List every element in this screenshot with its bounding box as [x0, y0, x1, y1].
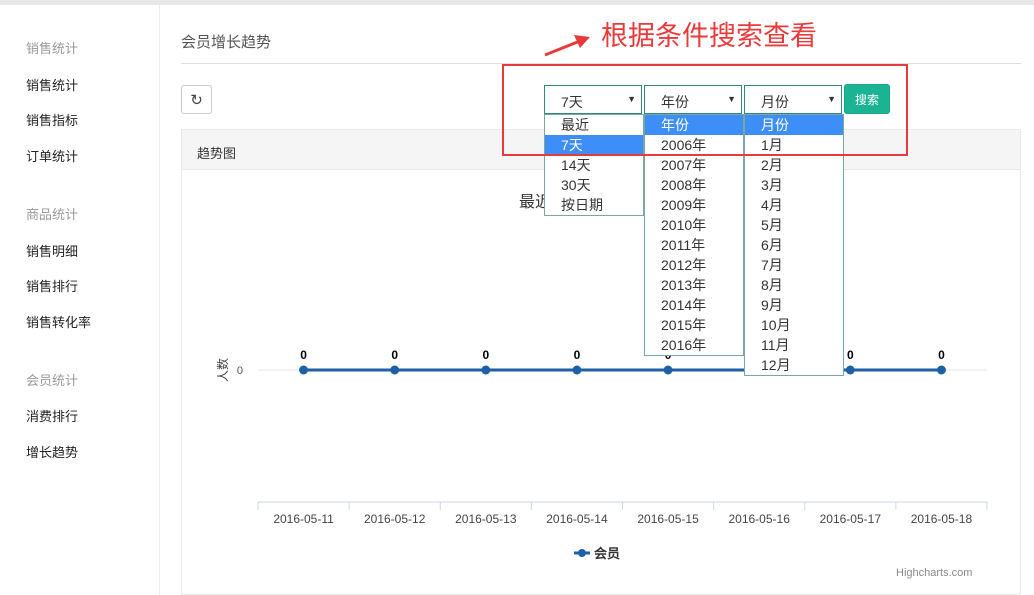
range-option[interactable]: 最近 [561, 117, 589, 133]
month-option[interactable]: 月份 [745, 115, 843, 135]
year-option[interactable]: 2012年 [661, 257, 707, 273]
month-option[interactable]: 11月 [761, 337, 790, 353]
refresh-icon: ↻ [190, 91, 203, 109]
sidebar-group-members: 会员统计 [26, 373, 79, 388]
top-border [0, 0, 1034, 5]
search-button[interactable]: 搜索 [844, 84, 890, 114]
sidebar-item-sales-targets[interactable]: 销售指标 [26, 113, 79, 128]
data-point[interactable] [845, 365, 855, 375]
month-option[interactable]: 6月 [761, 237, 783, 253]
month-option[interactable]: 5月 [761, 217, 783, 233]
caret-down-icon: ▼ [827, 94, 836, 104]
month-dropdown: 月份 1月 2月 3月 4月 5月 6月 7月 8月 9月 10月 11月 12月 [744, 114, 844, 376]
sidebar-item-order-stats[interactable]: 订单统计 [26, 149, 79, 164]
year-option[interactable]: 2014年 [661, 297, 707, 313]
month-select[interactable]: 月份 ▼ [744, 85, 842, 114]
data-point[interactable] [572, 365, 582, 375]
year-option[interactable]: 2008年 [661, 177, 707, 193]
range-option[interactable]: 30天 [561, 177, 591, 193]
range-option[interactable]: 14天 [561, 157, 591, 173]
month-option[interactable]: 1月 [761, 137, 783, 153]
range-dropdown: 最近 7天 14天 30天按日期 [544, 114, 644, 216]
sidebar-group-sales: 销售统计 [26, 41, 79, 56]
page-title: 会员增长趋势 [181, 34, 272, 51]
year-dropdown: 年份 2006年 2007年 2008年 2009年 2010年 2011年 2012年 201… [644, 114, 744, 356]
caret-down-icon: ▼ [627, 94, 636, 104]
data-point[interactable] [663, 365, 673, 375]
year-option[interactable]: 2006年 [661, 137, 707, 153]
month-option[interactable]: 3月 [761, 177, 783, 193]
annotation-text: 根据条件搜索查看 [601, 21, 817, 51]
sidebar-item-growth-trend[interactable]: 增长趋势 [26, 445, 79, 460]
month-option[interactable]: 7月 [761, 257, 783, 273]
year-option[interactable]: 年份 [645, 115, 743, 135]
year-select-value: 年份 [661, 94, 689, 110]
month-option[interactable]: 10月 [761, 317, 791, 333]
sidebar-item-spend-ranking[interactable]: 消费排行 [26, 409, 79, 424]
sidebar-group-goods: 商品统计 [26, 207, 79, 222]
panel-title: 趋势图 [197, 146, 237, 161]
range-select-value: 7天 [561, 94, 583, 110]
year-option[interactable]: 2010年 [661, 217, 707, 233]
data-point[interactable] [481, 365, 491, 375]
sidebar-item-sales-detail[interactable]: 销售明细 [26, 244, 79, 259]
sidebar-item-conversion-rate[interactable]: 销售转化率 [26, 315, 92, 330]
year-option[interactable]: 2011年 [661, 237, 706, 253]
data-point[interactable] [936, 365, 946, 375]
year-option[interactable]: 2016年 [661, 337, 707, 353]
range-option[interactable]: 7天 [545, 135, 643, 155]
range-option[interactable]: 按日期 [561, 197, 603, 213]
month-option[interactable]: 9月 [761, 297, 783, 313]
sidebar: 销售统计 销售统计 销售指标 订单统计 商品统计 销售明细 销售排行 销售转化率… [0, 5, 160, 595]
month-option[interactable]: 8月 [761, 277, 783, 293]
month-option[interactable]: 12月 [761, 357, 791, 373]
chart-credit[interactable]: Highcharts.com [896, 567, 973, 579]
trend-panel: 趋势图 [181, 129, 1021, 595]
year-option[interactable]: 2013年 [661, 277, 707, 293]
year-select[interactable]: 年份 ▼ [644, 85, 742, 114]
caret-down-icon: ▼ [727, 94, 736, 104]
sidebar-item-sales-stats[interactable]: 销售统计 [26, 78, 79, 93]
data-point[interactable] [390, 365, 400, 375]
refresh-button[interactable]: ↻ [181, 85, 212, 114]
data-point[interactable] [299, 365, 309, 375]
title-divider [181, 63, 1021, 64]
year-option[interactable]: 2015年 [661, 317, 707, 333]
month-option[interactable]: 2月 [761, 157, 783, 173]
sidebar-item-sales-ranking[interactable]: 销售排行 [26, 279, 79, 294]
year-option[interactable]: 2009年 [661, 197, 707, 213]
year-option[interactable]: 2007年 [661, 157, 707, 173]
month-select-value: 月份 [761, 94, 789, 110]
month-option[interactable]: 4月 [761, 197, 783, 213]
range-select[interactable]: 7天 ▼ [544, 85, 642, 114]
